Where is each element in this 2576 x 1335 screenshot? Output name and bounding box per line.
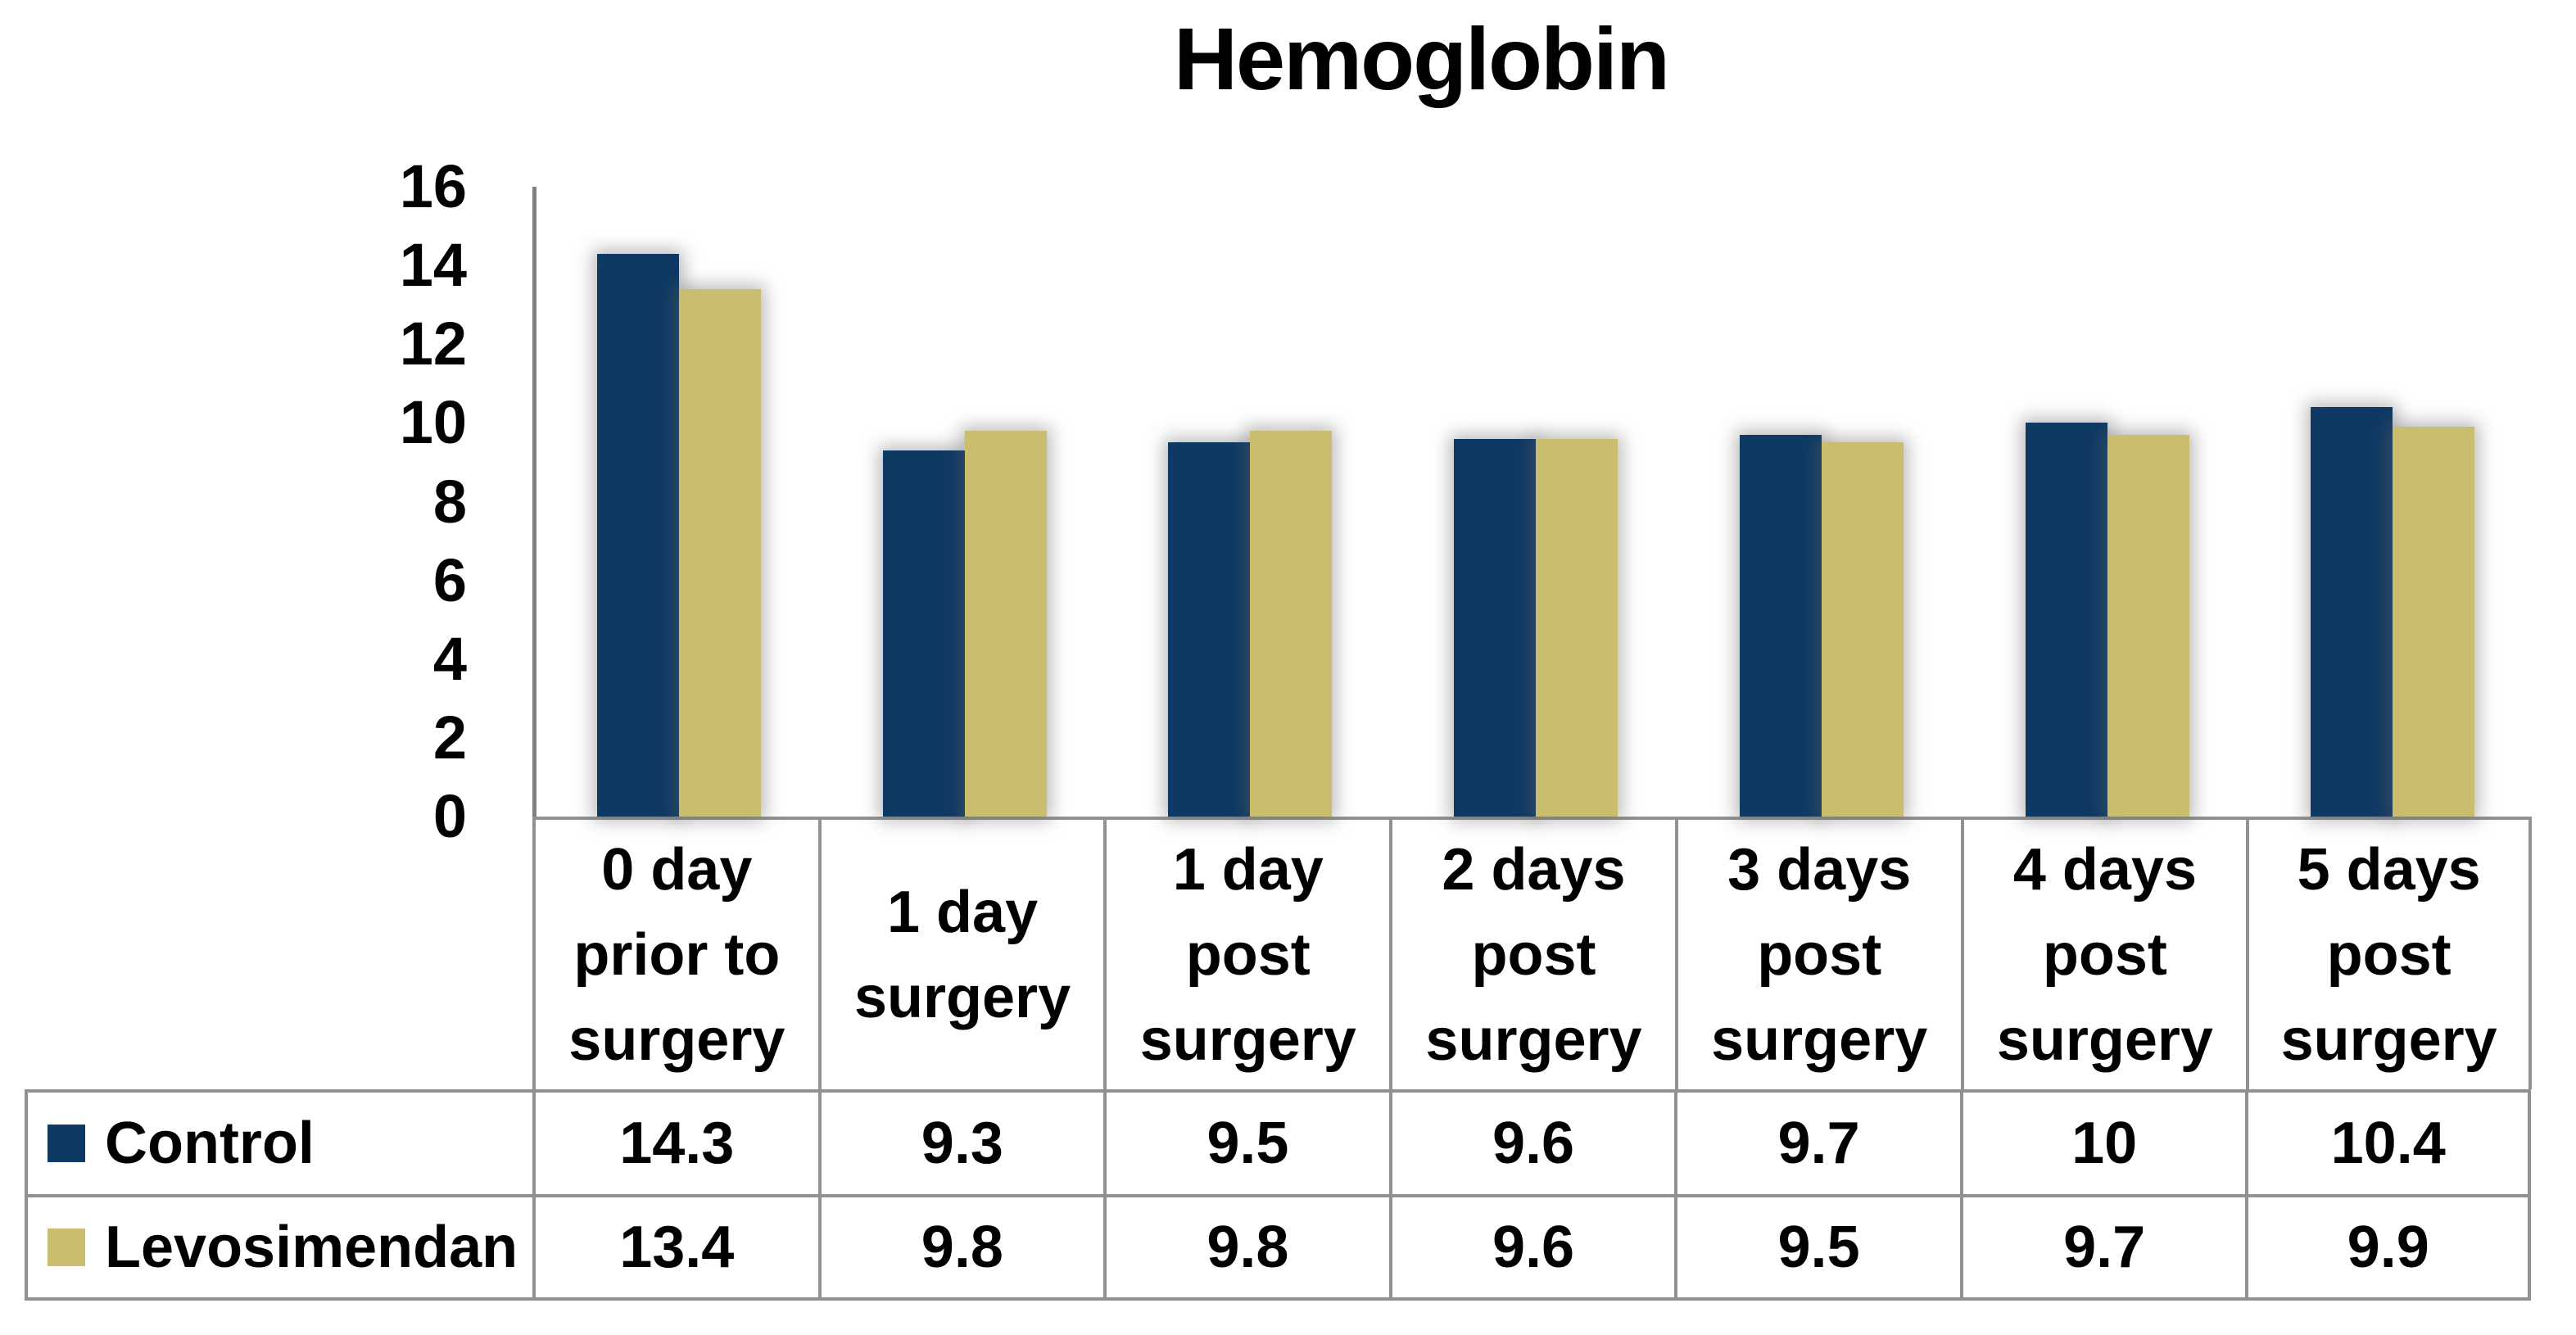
value-cell: 14.3: [532, 1089, 818, 1194]
legend-label: Levosimendan: [105, 1215, 518, 1280]
bar-group: [1107, 187, 1393, 817]
bar-control: [1739, 434, 1822, 817]
category-label-text: 0 day prior to surgery: [568, 836, 785, 1073]
bar-group: [822, 187, 1108, 817]
bar-levosimendan: [2107, 434, 2189, 817]
plot-area: [532, 187, 2536, 817]
legend-cell-levosimendan: Levosimendan: [25, 1194, 532, 1301]
category-label: 2 days post surgery: [1389, 817, 1675, 1089]
value-cell: 9.6: [1388, 1194, 1675, 1301]
value-cell: 9.7: [1674, 1089, 1960, 1194]
category-label: 3 days post surgery: [1674, 817, 1961, 1089]
bar-control: [2025, 423, 2107, 817]
bar-control: [1454, 438, 1537, 817]
y-axis-label: 16: [399, 152, 467, 220]
bar-levosimendan: [964, 431, 1047, 817]
value-cell: 9.5: [1103, 1089, 1389, 1194]
y-axis-label: 0: [432, 782, 467, 850]
bar-levosimendan: [1536, 438, 1618, 817]
data-table: Control 14.3 9.3 9.5 9.6 9.7 10 10.4 Levosimenda…: [25, 1089, 2531, 1301]
y-axis: 16 14 12 10 8 6 4 2 0: [0, 0, 467, 850]
value-cell: 9.9: [2245, 1194, 2531, 1301]
y-axis-label: 10: [399, 388, 467, 457]
category-label-text: 4 days post surgery: [1996, 836, 2213, 1073]
category-label-text: 1 day post surgery: [1139, 836, 1356, 1073]
bar-levosimendan: [1250, 431, 1333, 817]
value-cell: 9.3: [817, 1089, 1104, 1194]
bar-group: [1679, 187, 1965, 817]
category-label: 5 days post surgery: [2246, 817, 2532, 1089]
legend-swatch-control: [48, 1125, 85, 1162]
y-axis-label: 6: [432, 545, 467, 614]
category-label-text: 2 days post surgery: [1425, 836, 1642, 1073]
y-axis-label: 2: [432, 703, 467, 772]
x-axis-category-row: 0 day prior to surgery 1 day surgery 1 day…: [532, 817, 2532, 1089]
value-cell: 9.8: [817, 1194, 1104, 1301]
value-cell: 10: [1959, 1089, 2246, 1194]
category-label-text: 1 day surgery: [853, 879, 1071, 1030]
bar-group: [536, 187, 822, 817]
bar-control: [2311, 407, 2393, 817]
legend-swatch-levosimendan: [48, 1229, 85, 1266]
bar-levosimendan: [1821, 442, 1904, 817]
bar-levosimendan: [679, 288, 761, 817]
category-label-text: 5 days post surgery: [2280, 836, 2497, 1073]
legend-cell-control: Control: [25, 1089, 532, 1194]
y-axis-label: 14: [399, 231, 467, 300]
category-label-text: 3 days post surgery: [1711, 836, 1928, 1073]
value-cell: 9.7: [1959, 1194, 2246, 1301]
category-label: 0 day prior to surgery: [532, 817, 818, 1089]
y-axis-label: 12: [399, 310, 467, 378]
value-cell: 10.4: [2245, 1089, 2531, 1194]
bar-control: [1168, 442, 1251, 817]
bar-group: [1393, 187, 1679, 817]
legend-label: Control: [105, 1111, 315, 1176]
category-label: 4 days post surgery: [1960, 817, 2247, 1089]
value-cell: 9.5: [1674, 1194, 1960, 1301]
category-label: 1 day surgery: [817, 817, 1104, 1089]
value-cell: 9.8: [1103, 1194, 1389, 1301]
bar-control: [597, 253, 679, 817]
y-axis-label: 4: [432, 624, 467, 693]
category-label: 1 day post surgery: [1103, 817, 1390, 1089]
value-cell: 9.6: [1388, 1089, 1675, 1194]
bar-levosimendan: [2393, 427, 2475, 817]
chart-title: Hemoglobin: [1174, 9, 1670, 108]
bar-control: [882, 450, 965, 817]
y-axis-label: 8: [432, 467, 467, 536]
value-cell: 13.4: [532, 1194, 818, 1301]
bar-group: [1965, 187, 2251, 817]
bar-group: [2250, 187, 2536, 817]
